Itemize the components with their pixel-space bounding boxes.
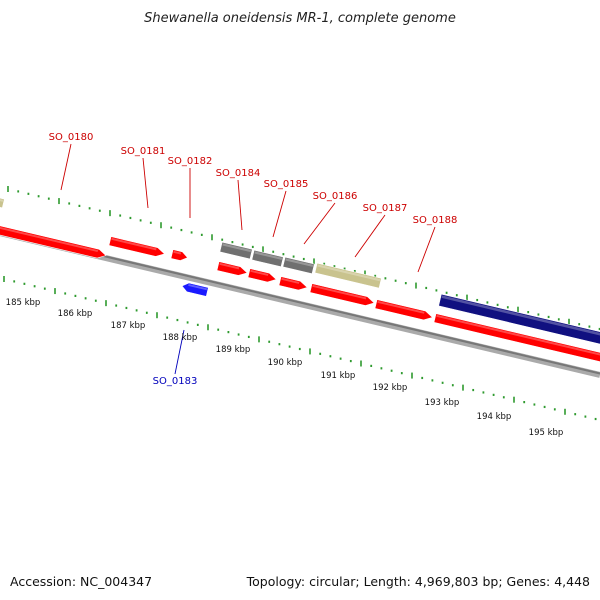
grey-feature-3 — [282, 256, 315, 275]
grey-feature-2 — [251, 249, 284, 268]
navy-feature — [438, 293, 600, 353]
feature-track — [0, 193, 600, 369]
ruler-label: 194 kbp — [477, 412, 512, 422]
gene-label-connector — [272, 190, 287, 238]
gene-SO_0185-feature — [247, 268, 277, 283]
gene-label-SO_0184[interactable]: SO_0184 — [216, 168, 261, 179]
lower-tick-ruler — [3, 276, 597, 421]
gene-label-SO_0181[interactable]: SO_0181 — [121, 146, 166, 157]
gene-SO_0182-feature — [170, 249, 189, 261]
map-title: Shewanella oneidensis MR-1, complete gen… — [144, 11, 456, 26]
gene-label-connector — [60, 143, 72, 191]
gene-label-connector — [237, 179, 243, 231]
gene-label-connector — [354, 214, 386, 258]
tan-feature-left — [0, 193, 5, 209]
gene-SO_0187-feature — [309, 283, 375, 306]
grey-feature-1 — [219, 241, 253, 260]
gene-label-SO_0182[interactable]: SO_0182 — [168, 156, 213, 167]
ruler-label: 186 kbp — [58, 309, 93, 319]
gene-label-SO_0180[interactable]: SO_0180 — [49, 132, 94, 143]
gene-SO_0183-feature — [181, 282, 209, 297]
gene-label-connector — [142, 157, 149, 209]
gene-label-SO_0186[interactable]: SO_0186 — [313, 191, 358, 202]
gene-label-connector — [303, 202, 336, 245]
gene-label-SO_0187[interactable]: SO_0187 — [363, 203, 408, 214]
summary-text: Topology: circular; Length: 4,969,803 bp… — [246, 574, 590, 589]
gene-label-SO_0185[interactable]: SO_0185 — [264, 179, 309, 190]
ruler-label: 189 kbp — [216, 345, 251, 355]
ruler-label: 187 kbp — [111, 321, 146, 331]
gene-SO_0188-feature — [374, 299, 434, 321]
gene-SO_0181-feature — [108, 236, 166, 257]
gene-label-connector — [417, 226, 436, 273]
ruler-label: 188 kbp — [163, 333, 198, 343]
ruler-label: 192 kbp — [373, 383, 408, 393]
gene-label-SO_0188[interactable]: SO_0188 — [413, 215, 458, 226]
accession-text: Accession: NC_004347 — [10, 574, 152, 589]
gene-SO_0184-feature — [216, 261, 248, 276]
ruler-label: 191 kbp — [321, 371, 356, 381]
upper-tick-ruler — [7, 186, 600, 331]
ruler-label: 190 kbp — [268, 358, 303, 368]
gene-label-connector — [174, 329, 185, 375]
ruler-label: 185 kbp — [6, 298, 41, 308]
gene-SO_0180-feature — [0, 216, 107, 259]
ruler-label: 193 kbp — [425, 398, 460, 408]
ruler-labels: 185 kbp 186 kbp 187 kbp 188 kbp 189 kbp 190 k… — [6, 298, 564, 438]
gene-label-SO_0183[interactable]: SO_0183 — [153, 376, 198, 387]
tan-feature-right — [314, 262, 382, 289]
ruler-label: 195 kbp — [529, 428, 564, 438]
gene-next-feature — [433, 313, 600, 369]
gene-SO_0186-feature — [278, 276, 308, 291]
